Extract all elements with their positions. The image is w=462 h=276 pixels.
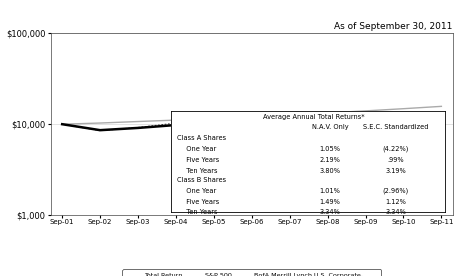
Legend: Total Return
Fund, S&P 500
Index, BofA Merrill Lynch U.S. Corporate,
Government : Total Return Fund, S&P 500 Index, BofA M… <box>122 269 381 276</box>
Text: As of September 30, 2011: As of September 30, 2011 <box>334 22 453 31</box>
